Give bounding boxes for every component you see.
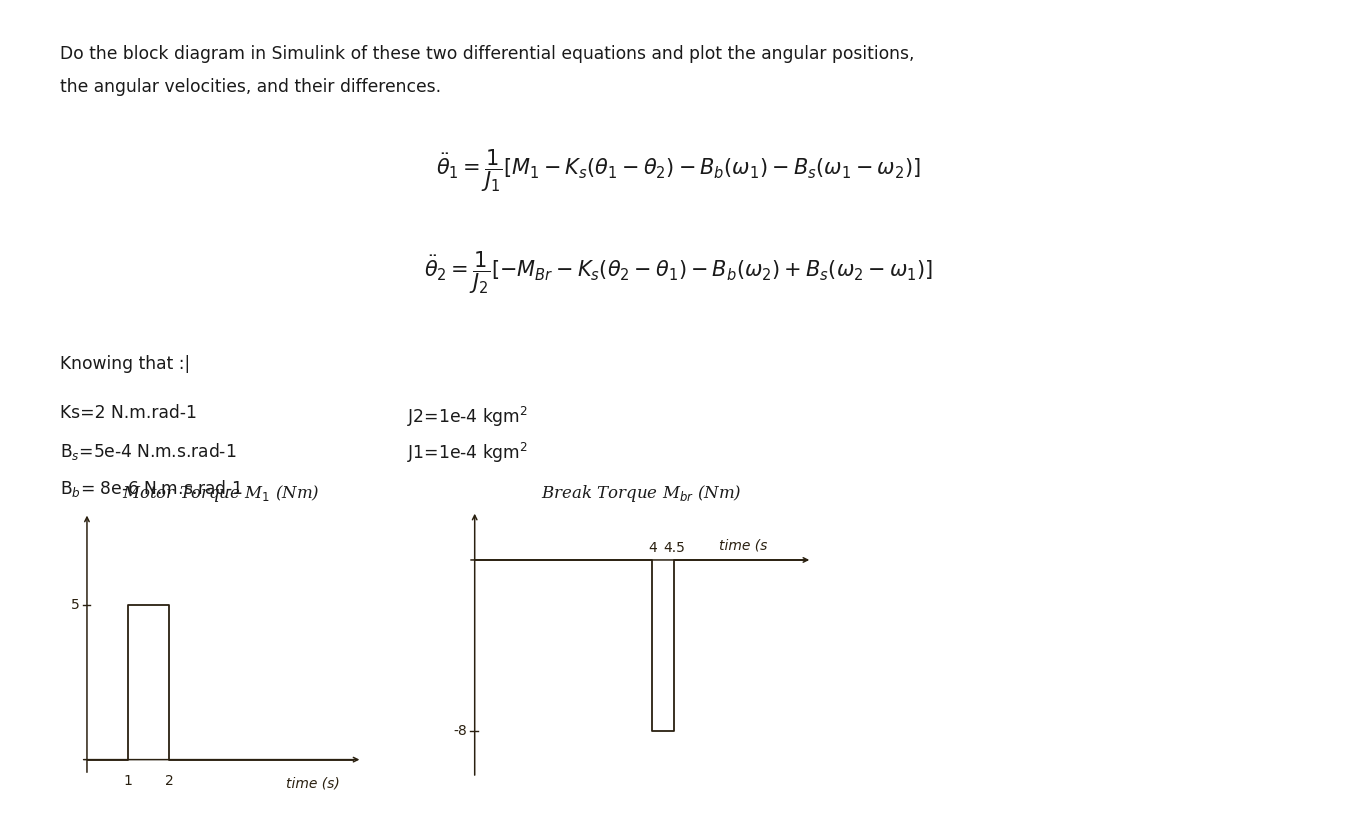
Text: B$_s$=5e-4 N.m.s.rad-1: B$_s$=5e-4 N.m.s.rad-1 xyxy=(60,441,236,462)
Text: 1: 1 xyxy=(123,774,133,788)
Text: the angular velocities, and their differences.: the angular velocities, and their differ… xyxy=(60,78,441,96)
Text: J2=1e-4 kgm$^2$: J2=1e-4 kgm$^2$ xyxy=(407,404,528,428)
Text: 4.5: 4.5 xyxy=(664,541,685,555)
Title: Break Torque M$_{br}$ (Nm): Break Torque M$_{br}$ (Nm) xyxy=(541,483,741,504)
Title: Motor Torque M$_1$ (Nm): Motor Torque M$_1$ (Nm) xyxy=(122,483,319,504)
Text: 2: 2 xyxy=(164,774,174,788)
Text: $\ddot{\theta}_2 = \dfrac{1}{J_2}\left[-M_{Br} - K_s(\theta_2 - \theta_1) - B_b(: $\ddot{\theta}_2 = \dfrac{1}{J_2}\left[-… xyxy=(423,249,934,296)
Text: Ks=2 N.m.rad-1: Ks=2 N.m.rad-1 xyxy=(60,404,197,422)
Text: $\ddot{\theta}_1 = \dfrac{1}{J_1}\left[M_1 - K_s(\theta_1 - \theta_2) - B_b(\ome: $\ddot{\theta}_1 = \dfrac{1}{J_1}\left[M… xyxy=(436,147,921,194)
Text: B$_b$= 8e-6 N.m.s.rad-1: B$_b$= 8e-6 N.m.s.rad-1 xyxy=(60,478,243,499)
Text: -8: -8 xyxy=(453,724,467,738)
Text: 5: 5 xyxy=(71,598,80,612)
Text: 4: 4 xyxy=(647,541,657,555)
Text: Knowing that :|: Knowing that :| xyxy=(60,355,190,373)
Text: time (s: time (s xyxy=(719,538,767,552)
Text: Do the block diagram in Simulink of these two differential equations and plot th: Do the block diagram in Simulink of thes… xyxy=(60,45,915,63)
Text: time (s): time (s) xyxy=(286,777,339,791)
Text: J1=1e-4 kgm$^2$: J1=1e-4 kgm$^2$ xyxy=(407,441,528,465)
